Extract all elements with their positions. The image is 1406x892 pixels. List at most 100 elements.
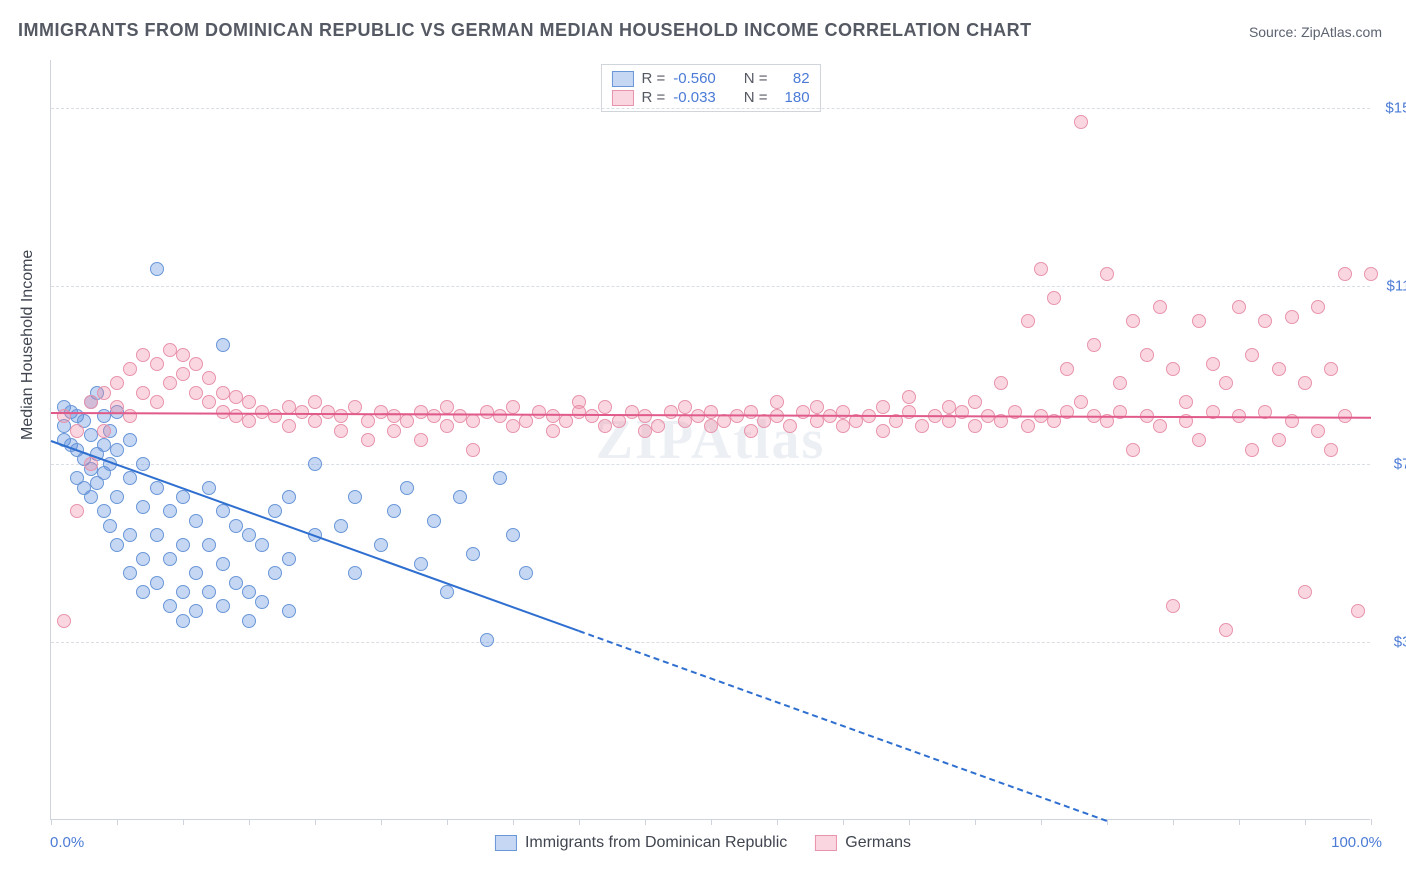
data-point-dominican bbox=[163, 504, 177, 518]
data-point-german bbox=[1126, 314, 1140, 328]
data-point-german bbox=[1324, 362, 1338, 376]
data-point-dominican bbox=[216, 557, 230, 571]
r-label: R = bbox=[641, 70, 665, 87]
legend-swatch-dominican bbox=[495, 835, 517, 851]
data-point-german bbox=[744, 424, 758, 438]
data-point-german bbox=[282, 419, 296, 433]
data-point-german bbox=[506, 419, 520, 433]
x-tick bbox=[711, 819, 712, 825]
data-point-german bbox=[321, 405, 335, 419]
r-value-german: -0.033 bbox=[673, 89, 716, 106]
n-label: N = bbox=[744, 89, 768, 106]
data-point-dominican bbox=[348, 490, 362, 504]
data-point-german bbox=[546, 424, 560, 438]
gridline bbox=[51, 642, 1370, 643]
data-point-german bbox=[770, 395, 784, 409]
data-point-german bbox=[387, 409, 401, 423]
data-point-german bbox=[1100, 267, 1114, 281]
x-tick bbox=[1041, 819, 1042, 825]
y-axis-title: Median Household Income bbox=[19, 250, 37, 440]
data-point-dominican bbox=[348, 566, 362, 580]
legend-swatch-german bbox=[815, 835, 837, 851]
data-point-german bbox=[1179, 395, 1193, 409]
data-point-german bbox=[1298, 585, 1312, 599]
data-point-dominican bbox=[400, 481, 414, 495]
x-tick bbox=[51, 819, 52, 825]
legend-label-german: Germans bbox=[845, 834, 911, 852]
data-point-dominican bbox=[202, 481, 216, 495]
data-point-german bbox=[268, 409, 282, 423]
data-point-german bbox=[70, 504, 84, 518]
data-point-dominican bbox=[136, 457, 150, 471]
data-point-german bbox=[97, 386, 111, 400]
data-point-german bbox=[559, 414, 573, 428]
x-tick bbox=[117, 819, 118, 825]
data-point-dominican bbox=[282, 604, 296, 618]
x-tick bbox=[1173, 819, 1174, 825]
x-tick bbox=[513, 819, 514, 825]
data-point-german bbox=[1232, 300, 1246, 314]
data-point-dominican bbox=[150, 262, 164, 276]
data-point-dominican bbox=[123, 528, 137, 542]
data-point-dominican bbox=[466, 547, 480, 561]
y-tick-label: $37,500 bbox=[1378, 633, 1406, 650]
data-point-german bbox=[1219, 376, 1233, 390]
data-point-dominican bbox=[123, 433, 137, 447]
data-point-german bbox=[638, 424, 652, 438]
data-point-dominican bbox=[255, 595, 269, 609]
data-point-german bbox=[57, 614, 71, 628]
data-point-dominican bbox=[506, 528, 520, 542]
data-point-german bbox=[1311, 300, 1325, 314]
data-point-german bbox=[1021, 419, 1035, 433]
data-point-german bbox=[506, 400, 520, 414]
data-point-german bbox=[163, 343, 177, 357]
data-point-german bbox=[1140, 348, 1154, 362]
x-tick bbox=[315, 819, 316, 825]
data-point-german bbox=[783, 419, 797, 433]
swatch-dominican bbox=[611, 71, 633, 87]
data-point-german bbox=[70, 424, 84, 438]
data-point-german bbox=[1074, 395, 1088, 409]
data-point-german bbox=[150, 395, 164, 409]
data-point-german bbox=[942, 400, 956, 414]
x-min-label: 0.0% bbox=[50, 834, 84, 851]
data-point-dominican bbox=[282, 552, 296, 566]
data-point-german bbox=[651, 419, 665, 433]
data-point-german bbox=[585, 409, 599, 423]
data-point-dominican bbox=[84, 490, 98, 504]
data-point-dominican bbox=[242, 585, 256, 599]
y-tick-label: $150,000 bbox=[1378, 99, 1406, 116]
data-point-german bbox=[1192, 314, 1206, 328]
data-point-german bbox=[163, 376, 177, 390]
data-point-german bbox=[598, 400, 612, 414]
data-point-german bbox=[1126, 443, 1140, 457]
data-point-german bbox=[598, 419, 612, 433]
data-point-german bbox=[1153, 300, 1167, 314]
source-label: Source: bbox=[1249, 24, 1301, 40]
data-point-german bbox=[414, 433, 428, 447]
legend-item-german: Germans bbox=[815, 834, 911, 852]
data-point-german bbox=[1285, 310, 1299, 324]
data-point-german bbox=[1364, 267, 1378, 281]
data-point-german bbox=[84, 457, 98, 471]
data-point-german bbox=[1219, 623, 1233, 637]
data-point-german bbox=[334, 409, 348, 423]
data-point-dominican bbox=[374, 538, 388, 552]
data-point-german bbox=[1047, 291, 1061, 305]
data-point-german bbox=[612, 414, 626, 428]
source-attribution: Source: ZipAtlas.com bbox=[1249, 24, 1382, 40]
data-point-german bbox=[229, 409, 243, 423]
data-point-dominican bbox=[103, 519, 117, 533]
data-point-german bbox=[480, 405, 494, 419]
plot-area: ZIPAtlas R = -0.560 N = 82 R = -0.033 N … bbox=[50, 60, 1370, 820]
data-point-german bbox=[282, 400, 296, 414]
data-point-dominican bbox=[334, 519, 348, 533]
data-point-dominican bbox=[110, 443, 124, 457]
data-point-german bbox=[466, 443, 480, 457]
data-point-dominican bbox=[229, 576, 243, 590]
data-point-dominican bbox=[84, 428, 98, 442]
data-point-german bbox=[1166, 599, 1180, 613]
data-point-german bbox=[84, 395, 98, 409]
data-point-german bbox=[427, 409, 441, 423]
data-point-german bbox=[1351, 604, 1365, 618]
